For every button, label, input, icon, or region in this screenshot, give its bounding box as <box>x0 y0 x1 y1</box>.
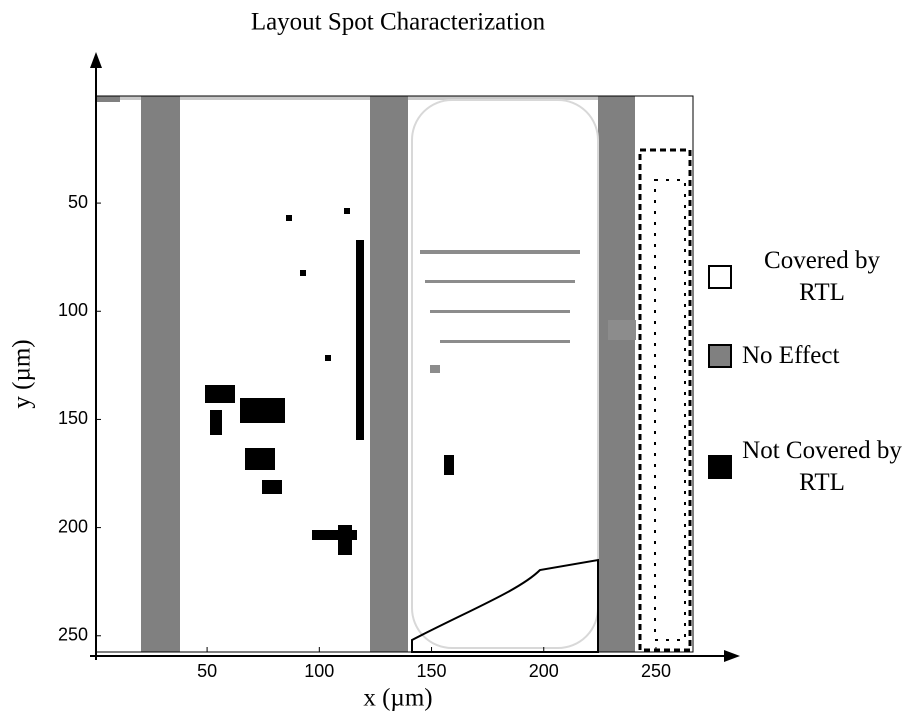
map-defects <box>205 148 692 653</box>
x-axis-label: x (µm) <box>363 685 432 712</box>
chart-title: Layout Spot Characterization <box>251 9 546 36</box>
y-axis-label: y (µm) <box>9 339 36 408</box>
legend-swatch <box>708 344 732 368</box>
map-image <box>95 95 694 653</box>
map-stripe <box>598 96 635 652</box>
y-tick-label: 50 <box>68 192 88 212</box>
map-stripe <box>370 96 408 652</box>
map-region <box>120 96 600 100</box>
legend-label: Covered by RTL <box>764 247 880 306</box>
x-tick-label: 250 <box>641 661 671 681</box>
x-tick-label: 100 <box>304 661 334 681</box>
y-axis-arrow <box>90 52 102 68</box>
y-tick-label: 100 <box>58 300 88 320</box>
y-tick-label: 150 <box>58 408 88 428</box>
legend-swatch <box>708 265 732 289</box>
legend-label: No Effect <box>742 342 840 369</box>
legend-label: Not Covered by RTL <box>742 437 902 496</box>
map-speckle <box>420 250 636 373</box>
x-tick-label: 200 <box>529 661 559 681</box>
map-stripe <box>141 96 180 652</box>
map-region <box>96 96 120 102</box>
legend-item: Not Covered by RTL <box>708 435 902 499</box>
y-tick-label: 200 <box>58 516 88 536</box>
x-tick-label: 50 <box>197 661 217 681</box>
legend-item: Covered by RTL <box>708 245 902 309</box>
legend-swatch <box>708 455 732 479</box>
x-tick-label: 150 <box>417 661 447 681</box>
legend-item: No Effect <box>708 340 839 372</box>
x-axis-arrow <box>724 650 740 662</box>
y-tick-label: 250 <box>58 625 88 645</box>
map-outline <box>411 99 599 649</box>
